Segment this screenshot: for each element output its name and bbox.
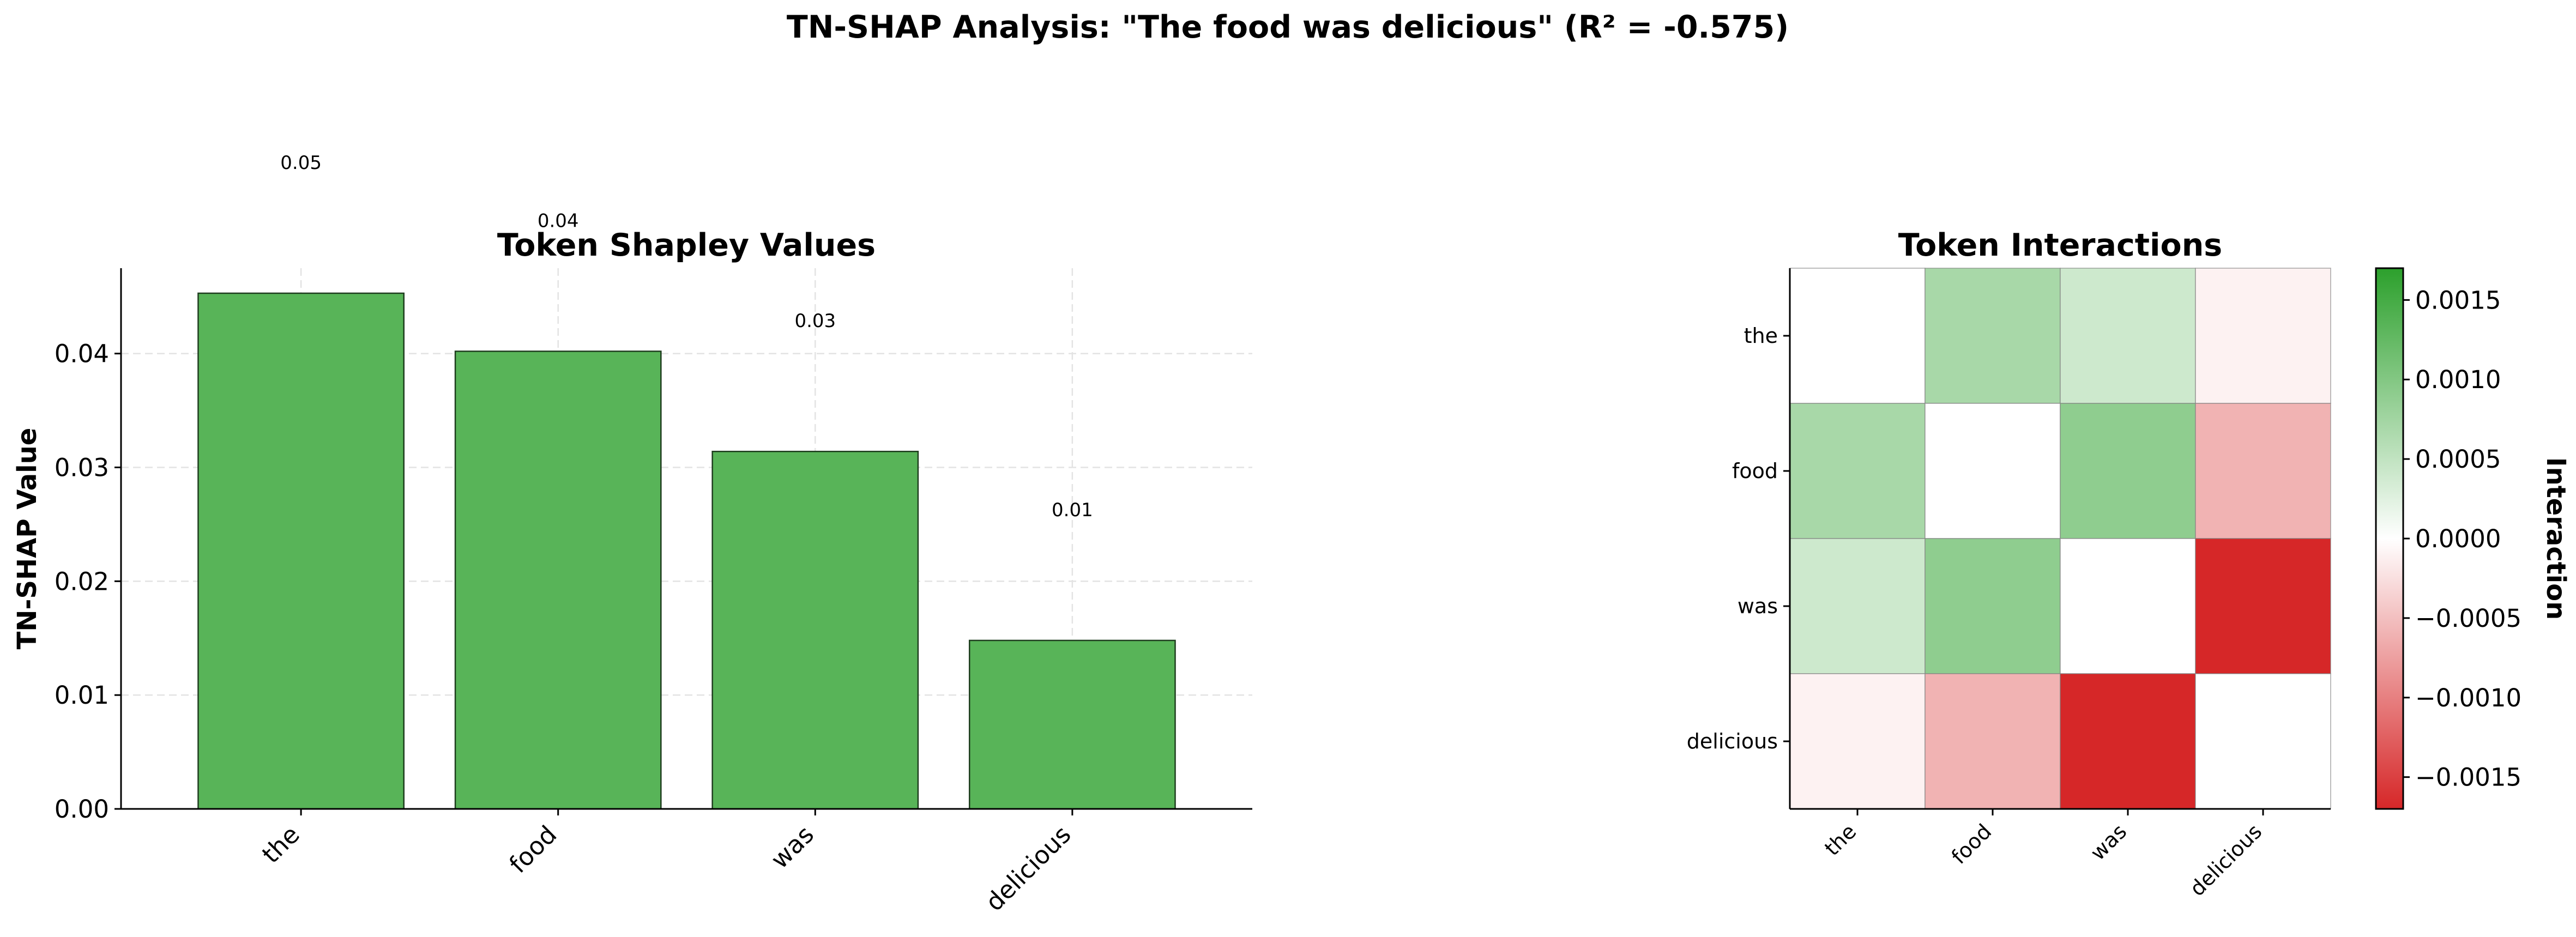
bar (711, 450, 919, 810)
bar-chart-y-tick-label: 0.00 (55, 795, 109, 824)
bar-value-label: 0.03 (794, 310, 836, 332)
heatmap-cell (1925, 673, 2061, 809)
colorbar-tick-label: 0.0015 (2415, 286, 2501, 315)
heatmap-cell (1925, 403, 2061, 539)
heatmap-cells (1789, 268, 2331, 809)
bar-chart-x-tick-label: was (765, 820, 819, 874)
colorbar: −0.0015 −0.0010 −0.0005 0.0000 0.0005 0.0010 0… (2375, 267, 2571, 810)
bar-chart-y-tick-label: 0.03 (55, 453, 109, 482)
colorbar-tick-label: 0.0000 (2415, 524, 2501, 553)
bar-chart-y-label: TN-SHAP Value (12, 428, 43, 650)
bar-chart-y-tick-label: 0.01 (55, 681, 109, 710)
heatmap-y-tick-label: delicious (1687, 729, 1778, 753)
heatmap-cell (1789, 538, 1926, 674)
bar-value-label: 0.04 (538, 210, 579, 232)
heatmap-x-tick-label: food (1947, 819, 1996, 869)
bar-chart-y-tick-label: 0.04 (55, 340, 109, 368)
heatmap-cell (1925, 268, 2061, 404)
colorbar-tick-label: −0.0005 (2415, 604, 2521, 633)
heatmap-cell (1925, 538, 2061, 674)
bar-chart-x-tick-label: food (504, 820, 563, 879)
heatmap-y-tick-label: food (1732, 459, 1778, 483)
colorbar-gradient (2375, 267, 2404, 810)
heatmap-y-tick-label: was (1738, 594, 1778, 618)
bar-value-label: 0.05 (280, 152, 322, 174)
bar (454, 350, 662, 810)
heatmap-x-ticks: the food was delicious (1820, 809, 2266, 901)
bar (969, 639, 1176, 810)
bar-chart-x-tick-label: delicious (980, 820, 1076, 916)
heatmap-cell (2195, 538, 2331, 674)
bar-chart-value-labels: 0.05 0.04 0.03 0.01 (280, 152, 1093, 521)
heatmap-cell (2195, 403, 2331, 539)
colorbar-tick-label: −0.0015 (2415, 763, 2521, 792)
heatmap-cell (1789, 403, 1926, 539)
heatmap-cell (2060, 268, 2196, 404)
heatmap-cell (2195, 268, 2331, 404)
heatmap-y-tick-label: the (1744, 324, 1778, 348)
heatmap-cell (2060, 403, 2196, 539)
heatmap-cell (1789, 268, 1926, 404)
bar-chart-title: Token Shapley Values (497, 227, 876, 263)
bar-chart-bars (197, 292, 1176, 810)
heatmap-cell (1789, 673, 1926, 809)
colorbar-tick-label: 0.0010 (2415, 365, 2501, 394)
bar-value-label: 0.01 (1052, 499, 1093, 521)
bar (197, 292, 405, 810)
bar-chart-y-ticks: 0.00 0.01 0.02 0.03 0.04 (55, 340, 121, 824)
colorbar-tick-label: −0.0010 (2415, 684, 2521, 712)
heatmap-x-tick-label: the (1820, 819, 1861, 860)
heatmap-cell (2060, 538, 2196, 674)
heatmap-y-ticks: the food was delicious (1687, 324, 1790, 753)
bar-chart-y-tick-label: 0.02 (55, 567, 109, 596)
bar-chart-x-tick-label: the (256, 820, 305, 869)
figure-title: TN-SHAP Analysis: "The food was deliciou… (787, 9, 1789, 45)
colorbar-tick-label: 0.0005 (2415, 445, 2501, 474)
heatmap-cell (2060, 673, 2196, 809)
bar-chart-x-ticks: the food was delicious (256, 809, 1077, 917)
heatmap-cell (2195, 673, 2331, 809)
colorbar-label: Interaction (2541, 457, 2571, 620)
colorbar-ticks: −0.0015 −0.0010 −0.0005 0.0000 0.0005 0.0010 0… (2403, 286, 2521, 792)
heatmap-x-tick-label: delicious (2185, 819, 2266, 900)
heatmap-title: Token Interactions (1898, 227, 2222, 263)
heatmap-x-tick-label: was (2086, 819, 2132, 865)
bar-chart: 0.05 0.04 0.03 0.01 0.00 0.01 0.02 0.03 0.04 th… (12, 152, 1252, 917)
